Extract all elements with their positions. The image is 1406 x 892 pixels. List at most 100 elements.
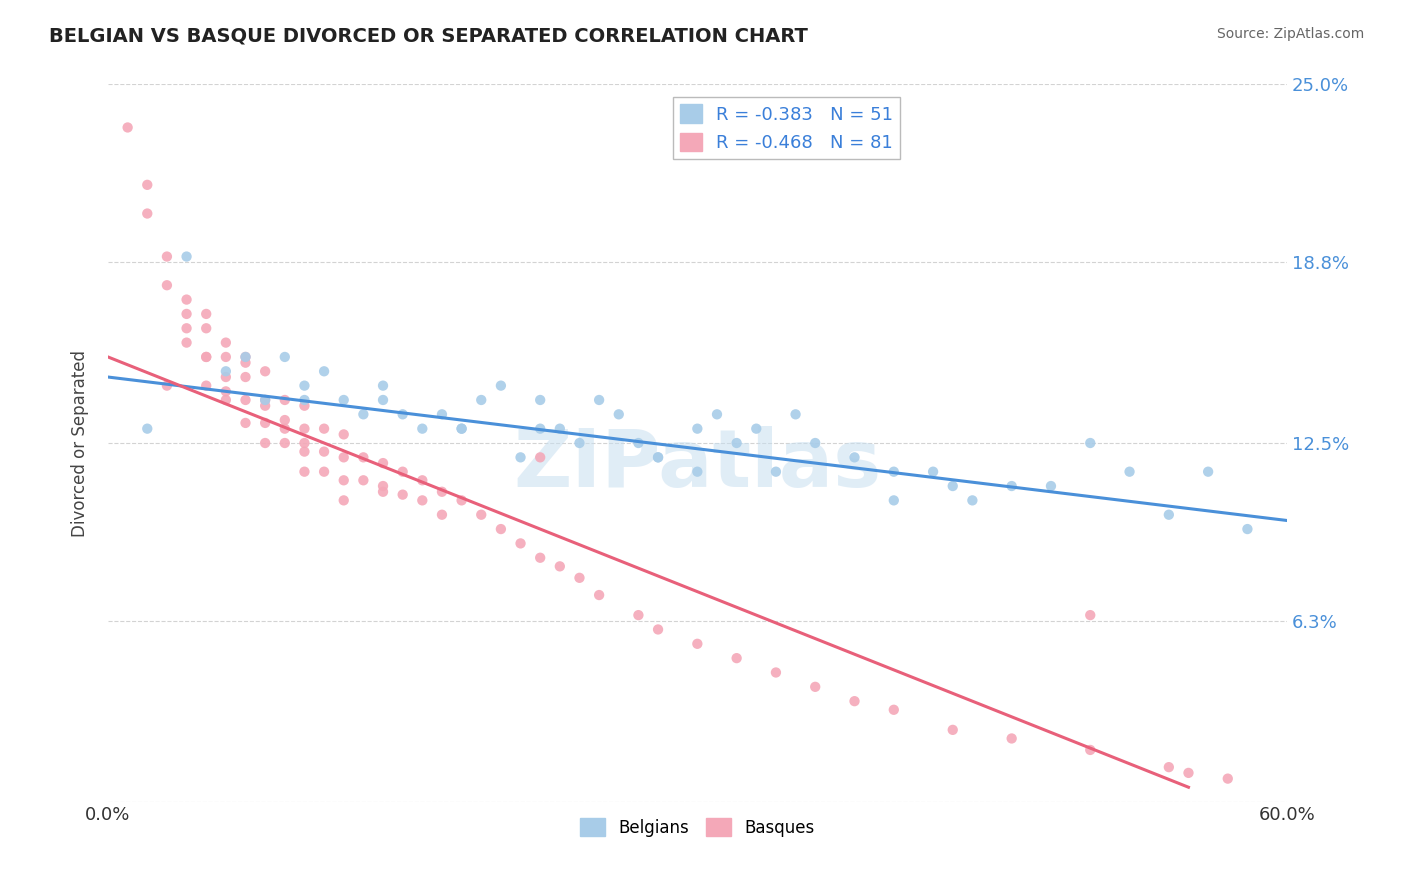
Point [529,422,551,436]
Point [430,407,453,421]
Point [254,436,277,450]
Point [254,399,277,413]
Point [176,307,198,321]
Point [314,364,336,378]
Point [450,493,472,508]
Point [274,436,297,450]
Point [489,522,512,536]
Text: BELGIAN VS BASQUE DIVORCED OR SEPARATED CORRELATION CHART: BELGIAN VS BASQUE DIVORCED OR SEPARATED … [49,27,808,45]
Point [647,450,669,465]
Point [588,392,610,407]
Point [962,493,984,508]
Point [706,407,728,421]
Point [942,479,965,493]
Point [411,473,433,487]
Point [1177,765,1199,780]
Point [332,427,354,442]
Point [883,493,905,508]
Point [235,350,257,364]
Point [1197,465,1219,479]
Point [195,307,218,321]
Point [254,392,277,407]
Point [411,493,433,508]
Point [509,450,531,465]
Point [294,436,316,450]
Point [1001,731,1024,746]
Point [1236,522,1258,536]
Point [804,436,827,450]
Point [371,392,394,407]
Point [195,350,218,364]
Point [942,723,965,737]
Point [274,392,297,407]
Point [568,436,591,450]
Point [235,416,257,430]
Point [647,450,669,465]
Point [254,392,277,407]
Point [215,364,238,378]
Point [371,456,394,470]
Point [294,392,316,407]
Point [215,350,238,364]
Point [725,651,748,665]
Point [136,422,159,436]
Point [1157,508,1180,522]
Point [745,422,768,436]
Point [195,321,218,335]
Point [765,465,787,479]
Point [332,392,354,407]
Point [156,250,179,264]
Point [529,450,551,465]
Point [470,392,492,407]
Point [274,422,297,436]
Point [235,356,257,370]
Y-axis label: Divorced or Separated: Divorced or Separated [72,350,89,536]
Point [391,488,413,502]
Point [352,407,374,421]
Point [156,378,179,392]
Point [391,465,413,479]
Point [294,422,316,436]
Point [844,450,866,465]
Point [627,608,650,623]
Point [371,378,394,392]
Point [686,465,709,479]
Point [314,444,336,458]
Point [686,637,709,651]
Point [215,384,238,399]
Point [686,422,709,436]
Point [176,321,198,335]
Point [235,370,257,384]
Point [195,378,218,392]
Point [1078,743,1101,757]
Point [804,680,827,694]
Point [430,508,453,522]
Point [294,465,316,479]
Point [136,178,159,192]
Point [1216,772,1239,786]
Point [156,278,179,293]
Point [314,422,336,436]
Point [627,436,650,450]
Point [274,350,297,364]
Point [1157,760,1180,774]
Point [332,493,354,508]
Point [529,392,551,407]
Point [215,392,238,407]
Point [430,484,453,499]
Point [607,407,630,421]
Point [371,479,394,493]
Point [176,293,198,307]
Point [844,694,866,708]
Point [314,465,336,479]
Point [411,422,433,436]
Point [529,550,551,565]
Point [352,450,374,465]
Point [294,378,316,392]
Point [294,444,316,458]
Point [1078,608,1101,623]
Point [332,450,354,465]
Point [470,508,492,522]
Point [294,399,316,413]
Point [568,571,591,585]
